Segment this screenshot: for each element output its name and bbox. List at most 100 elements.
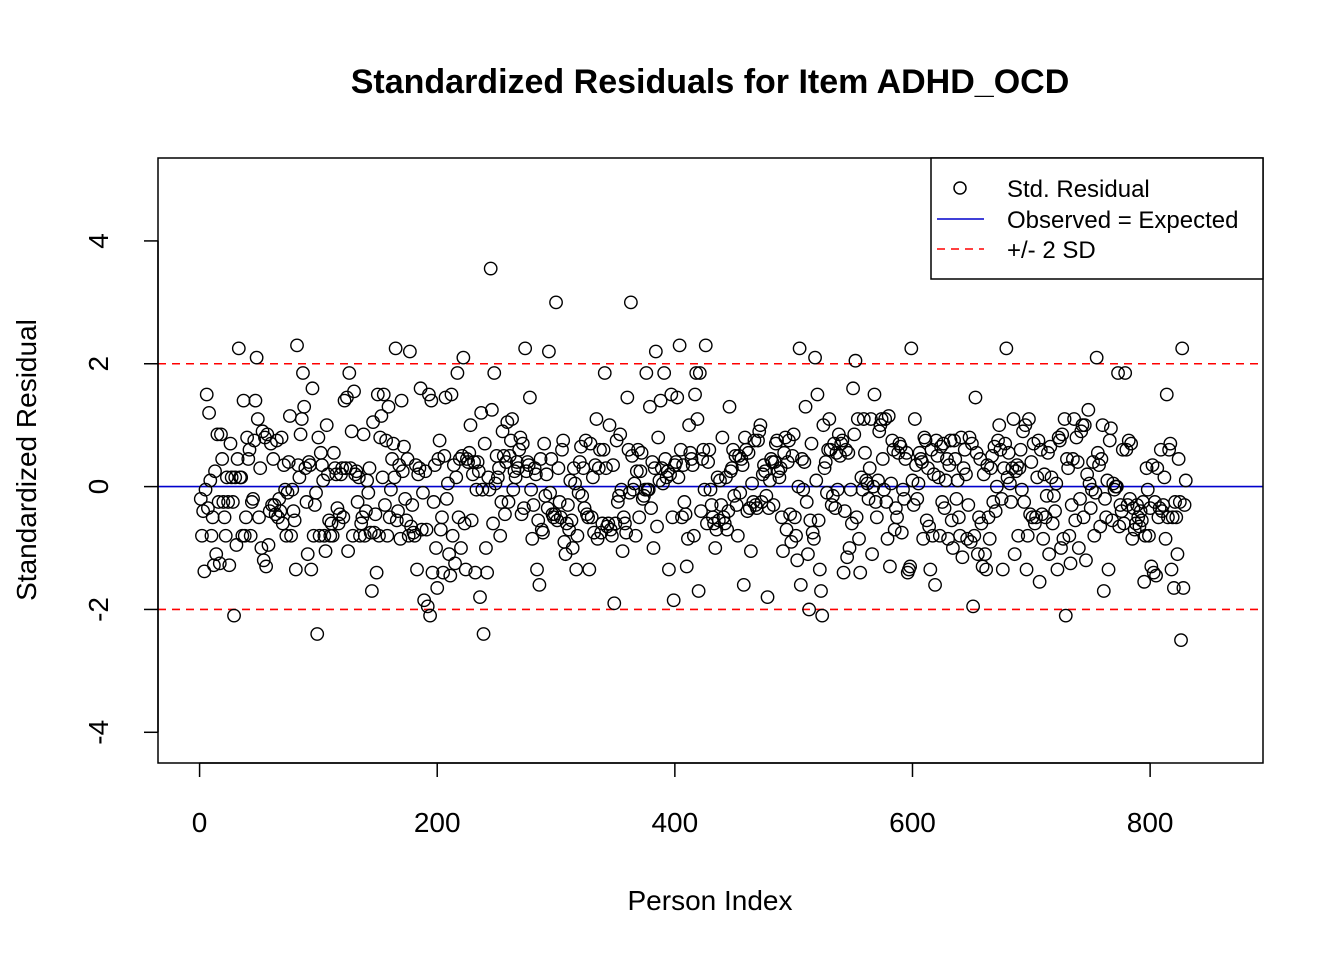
residual-point [843,482,858,497]
residual-point [318,544,333,558]
residual-point [1125,531,1140,546]
residual-point [868,495,883,509]
residual-point [967,528,982,543]
residual-point [410,562,424,577]
residual-point [975,559,990,574]
residual-point [802,602,817,617]
residual-point [397,439,411,454]
residual-point [400,452,415,466]
residual-point [391,504,405,519]
residual-point [1102,433,1117,448]
residual-point [928,577,942,592]
residual-point [937,501,952,515]
residual-point [741,445,756,460]
residual-point [550,513,565,528]
residual-point [867,387,882,402]
residual-point [360,473,375,488]
residual-point [1166,581,1181,595]
residual-point [408,458,423,473]
residual-point [812,562,827,577]
residual-point [814,584,828,598]
residual-point [285,482,300,497]
residual-point [432,433,447,448]
legend: Std. Residual Observed = Expected +/- 2 … [930,157,1264,280]
residual-point [604,528,619,543]
legend-box [930,157,1264,280]
residual-point [675,510,689,525]
residual-point [299,495,314,509]
residual-point [206,558,221,573]
residual-point [250,412,265,426]
residual-point [991,433,1005,448]
residual-point [1077,418,1092,433]
residual-point [949,491,964,506]
residual-point [1020,528,1035,543]
residual-point [703,482,718,497]
residual-point [1169,510,1184,525]
residual-point [366,415,380,430]
residual-point [806,531,821,546]
residual-point [252,510,266,525]
residual-point [856,412,871,426]
residual-point [570,528,585,543]
residual-point [1134,513,1149,528]
residual-point [1165,510,1180,525]
residual-point [778,430,793,445]
residual-point [884,476,898,491]
residual-point [369,565,384,580]
residual-point [801,547,815,562]
residual-point [254,541,269,555]
residual-point [435,510,449,525]
residual-point [266,452,281,466]
residual-point [1131,510,1146,525]
y-tick-label: -4 [83,720,114,745]
residual-point [517,501,531,515]
residual-point [907,412,922,426]
y-tick-label: 2 [83,356,114,372]
residual-point [1048,504,1062,519]
residual-point [922,519,937,534]
residual-point [795,452,809,466]
residual-point [223,436,238,451]
residual-point [632,510,647,525]
residual-point [646,541,661,555]
residual-point [799,495,814,509]
residual-point [344,424,359,439]
residual-point [698,338,713,353]
residual-point [1027,516,1042,531]
residual-point [241,452,256,466]
residual-point [670,390,685,405]
residual-point [457,516,472,531]
residual-point [943,433,958,448]
residual-point [322,513,336,528]
residual-point [284,528,298,543]
residual-point [874,412,889,426]
residual-point [959,467,973,482]
residual-point [430,581,445,595]
residual-point [837,504,852,519]
residual-point [218,528,233,543]
residual-point [588,458,603,473]
residual-point [551,461,566,476]
residual-point [569,562,584,577]
residual-point [1032,574,1047,589]
residual-point [345,528,360,543]
residual-point [618,516,632,531]
residual-point [970,547,985,562]
residual-point [326,445,341,460]
residual-point [811,513,826,528]
residual-point [1041,445,1055,460]
residual-point [947,433,961,448]
residual-point [1104,421,1118,436]
residual-point [585,470,600,485]
residual-point [1036,531,1051,546]
residual-point [1046,488,1061,503]
residual-point [239,510,253,525]
residual-point [350,495,365,509]
residual-point [1109,479,1124,494]
residual-point [524,482,538,497]
residual-point [685,458,700,473]
residual-point [379,433,394,448]
residual-point [230,452,245,466]
residual-point [542,344,556,359]
